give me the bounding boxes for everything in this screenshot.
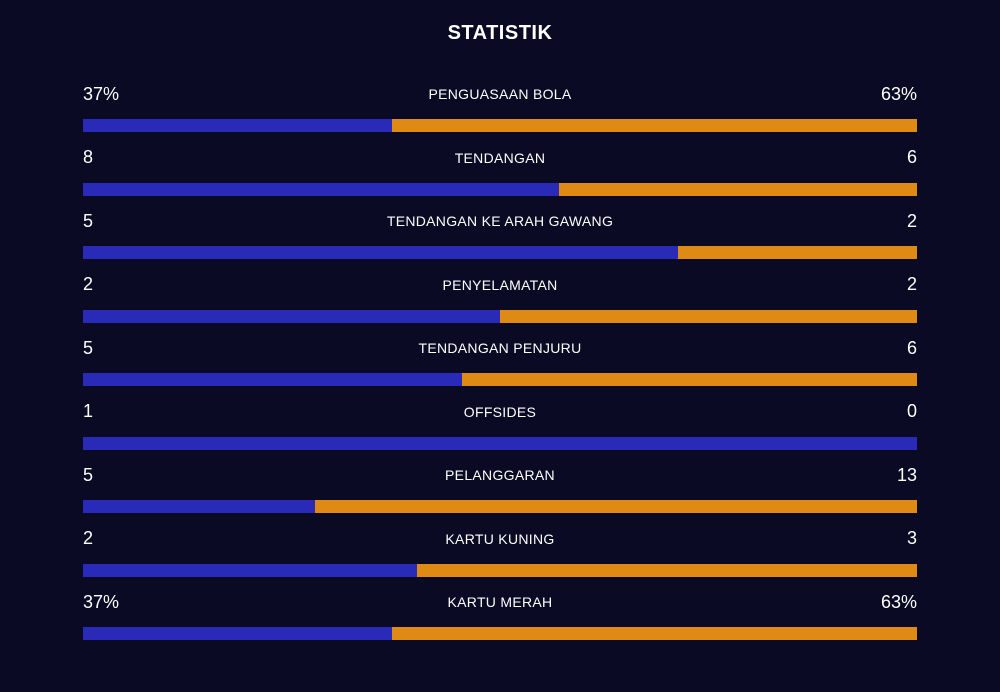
home-bar-fill: [83, 373, 463, 386]
home-bar-fill: [83, 246, 679, 259]
home-value: 5: [83, 210, 94, 231]
comparison-bar: [83, 182, 917, 196]
home-value: 37%: [83, 591, 120, 612]
home-value: 8: [83, 147, 94, 167]
stat-label: TENDANGAN: [454, 149, 546, 166]
comparison-bar: [83, 500, 917, 513]
stat-label: KARTU KUNING: [445, 530, 555, 547]
home-bar-fill: [83, 627, 392, 640]
stat-row-offsides: 1 OFFSIDES 0: [83, 398, 917, 462]
away-value: 2: [906, 274, 917, 294]
stat-label: PENYELAMATAN: [442, 276, 558, 293]
stat-row-shots: 8 TENDANGAN 6: [83, 144, 917, 208]
home-bar-fill: [83, 182, 560, 196]
away-value: 2: [906, 210, 917, 231]
stat-label: OFFSIDES: [463, 403, 537, 420]
home-bar-fill: [83, 500, 315, 513]
away-value: 0: [906, 401, 917, 421]
home-value: 37%: [83, 83, 120, 104]
stat-label: KARTU MERAH: [447, 594, 553, 610]
stat-label: TENDANGAN KE ARAH GAWANG: [386, 213, 614, 229]
comparison-bar: [83, 246, 917, 259]
away-bar-fill: [416, 563, 917, 577]
away-bar-fill: [462, 373, 917, 386]
away-bar-fill: [559, 182, 917, 196]
comparison-bar: [83, 436, 917, 450]
stat-row-red-cards: 37% KARTU MERAH 63%: [83, 588, 917, 652]
stat-label: TENDANGAN PENJURU: [418, 340, 582, 356]
home-bar-fill: [83, 119, 392, 132]
comparison-bar: [83, 373, 917, 386]
stat-row-shots-on-target: 5 TENDANGAN KE ARAH GAWANG 2: [83, 207, 917, 271]
away-bar-fill: [391, 119, 917, 132]
away-bar-fill: [500, 309, 917, 323]
away-value: 3: [906, 528, 917, 548]
home-bar-fill: [83, 436, 917, 450]
stat-row-saves: 2 PENYELAMATAN 2: [83, 271, 917, 335]
away-value: 13: [896, 464, 917, 485]
stat-row-fouls: 5 PELANGGARAN 13: [83, 461, 917, 525]
comparison-bar: [83, 309, 917, 323]
home-bar-fill: [83, 309, 500, 323]
stat-label: PELANGGARAN: [445, 467, 555, 483]
stat-row-corners: 5 TENDANGAN PENJURU 6: [83, 334, 917, 398]
away-value: 6: [906, 147, 917, 167]
away-bar-fill: [391, 627, 917, 640]
stat-row-possession: 37% PENGUASAAN BOLA 63%: [83, 80, 917, 144]
away-value: 63%: [880, 591, 917, 612]
stats-list: 37% PENGUASAAN BOLA 63% 8 TENDANGAN 6 5 …: [83, 80, 917, 652]
comparison-bar: [83, 119, 917, 132]
home-bar-fill: [83, 563, 417, 577]
home-value: 1: [83, 401, 94, 421]
away-bar-fill: [314, 500, 917, 513]
page-title: STATISTIK: [447, 22, 553, 44]
away-value: 63%: [880, 83, 917, 104]
home-value: 5: [83, 464, 94, 485]
away-bar-fill: [678, 246, 917, 259]
comparison-bar: [83, 627, 917, 640]
stat-label: PENGUASAAN BOLA: [428, 86, 572, 102]
comparison-bar: [83, 563, 917, 577]
home-value: 2: [83, 274, 94, 294]
stat-row-yellow-cards: 2 KARTU KUNING 3: [83, 525, 917, 589]
home-value: 5: [83, 337, 94, 358]
away-value: 6: [906, 337, 917, 358]
home-value: 2: [83, 528, 94, 548]
